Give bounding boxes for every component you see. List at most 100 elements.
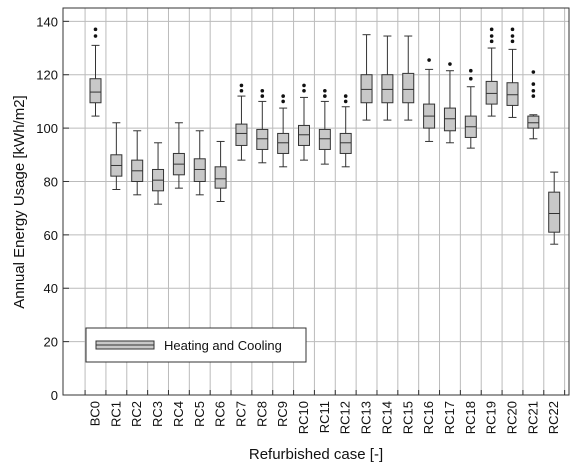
- x-tick-label: RC3: [150, 401, 165, 427]
- box-rc3: [152, 142, 165, 205]
- x-tick-label: RC1: [108, 401, 123, 427]
- box-rc17: [443, 62, 456, 144]
- iqr-box: [402, 72, 415, 104]
- outlier-point: [302, 88, 306, 93]
- y-tick-label: 0: [51, 388, 58, 403]
- outlier-point: [531, 70, 536, 74]
- iqr-box: [214, 166, 227, 189]
- outlier-point: [323, 94, 327, 98]
- y-tick-label: 20: [44, 335, 58, 350]
- box-rc2: [131, 130, 144, 196]
- outlier-point: [281, 94, 285, 98]
- outlier-point: [469, 68, 473, 73]
- y-tick-label: 140: [36, 14, 58, 29]
- y-tick-label: 100: [36, 121, 58, 136]
- iqr-box: [443, 107, 456, 132]
- outlier-point: [260, 88, 265, 93]
- box-rc15: [402, 35, 415, 121]
- x-tick-label: RC6: [213, 401, 228, 427]
- x-tick-label: RC16: [421, 401, 436, 434]
- outlier-point: [489, 39, 494, 44]
- y-tick-label: 40: [44, 281, 58, 296]
- x-axis-title: Refurbished case [-]: [249, 446, 383, 463]
- x-tick-label: RC14: [379, 401, 394, 434]
- x-tick-label: RC5: [192, 401, 207, 427]
- box-rc10: [298, 83, 310, 161]
- x-tick-label: RC9: [275, 401, 290, 427]
- box-rc19: [485, 27, 498, 117]
- outlier-point: [302, 83, 306, 88]
- iqr-box: [298, 124, 310, 146]
- x-tick-label: RC11: [317, 401, 332, 433]
- y-axis: 0 20 40 60 80 100 120 140: [36, 14, 69, 403]
- x-tick-label: RC4: [171, 401, 186, 427]
- box-rc5: [193, 130, 206, 196]
- outlier-point: [469, 76, 473, 81]
- box-rc16: [423, 58, 436, 142]
- x-tick-label: RC8: [254, 401, 269, 427]
- x-tick-label: RC22: [546, 401, 561, 434]
- plot-frame: [62, 7, 570, 396]
- iqr-box: [256, 128, 269, 150]
- x-tick-label: RC12: [338, 401, 353, 434]
- outlier-point: [510, 27, 515, 32]
- outlier-point: [489, 27, 494, 32]
- legend: Heating and Cooling: [85, 327, 307, 363]
- iqr-box: [339, 132, 352, 154]
- iqr-box: [548, 191, 561, 233]
- legend-label: Heating and Cooling: [164, 338, 282, 353]
- iqr-box: [360, 74, 373, 104]
- x-tick-label: RC13: [359, 401, 374, 434]
- y-tick-label: 120: [36, 68, 58, 83]
- outlier-point: [239, 83, 244, 88]
- box-rc1: [110, 122, 123, 190]
- box-rc22: [548, 171, 561, 245]
- box-rc6: [214, 140, 227, 202]
- x-tick-label: RC20: [505, 401, 520, 434]
- box-rc4: [172, 122, 185, 189]
- x-tick-label: RC19: [484, 401, 499, 434]
- iqr-box: [193, 158, 206, 182]
- x-tick-label: RC18: [463, 401, 478, 434]
- box-rc13: [360, 34, 373, 121]
- outlier-point: [343, 99, 348, 104]
- x-tick-label: RC10: [296, 401, 311, 434]
- iqr-box: [89, 78, 102, 104]
- box-bc0: [89, 27, 102, 117]
- box-rc9: [277, 94, 290, 168]
- box-rc11: [318, 88, 331, 165]
- box-rc12: [339, 94, 352, 168]
- outlier-point: [281, 99, 285, 104]
- outlier-point: [93, 34, 98, 38]
- outlier-point: [531, 82, 536, 86]
- x-tick-label: RC7: [233, 401, 248, 427]
- iqr-box: [381, 74, 394, 104]
- outlier-point: [93, 27, 98, 32]
- iqr-box: [318, 128, 331, 150]
- outlier-point: [323, 88, 327, 93]
- box-rc7: [235, 83, 248, 161]
- box-rc18: [464, 68, 477, 149]
- outlier-point: [343, 94, 348, 98]
- box-rc20: [506, 27, 519, 118]
- iqr-box: [235, 123, 248, 146]
- y-axis-title: Annual Energy Usage [kWh/m2]: [11, 95, 28, 308]
- outlier-point: [531, 88, 536, 93]
- outlier-point: [510, 34, 515, 38]
- x-tick-label: RC15: [400, 401, 415, 434]
- box-series: [89, 27, 561, 245]
- box-rc14: [381, 35, 394, 121]
- box-rc21: [527, 70, 540, 140]
- x-tick-label: RC21: [525, 401, 540, 434]
- y-tick-label: 60: [44, 228, 58, 243]
- iqr-box: [485, 80, 498, 105]
- outlier-point: [239, 88, 244, 93]
- outlier-point: [448, 62, 452, 66]
- outlier-point: [531, 94, 536, 98]
- outlier-point: [427, 58, 431, 62]
- box-rc8: [256, 88, 269, 164]
- outlier-point: [510, 39, 515, 44]
- iqr-box: [527, 115, 540, 129]
